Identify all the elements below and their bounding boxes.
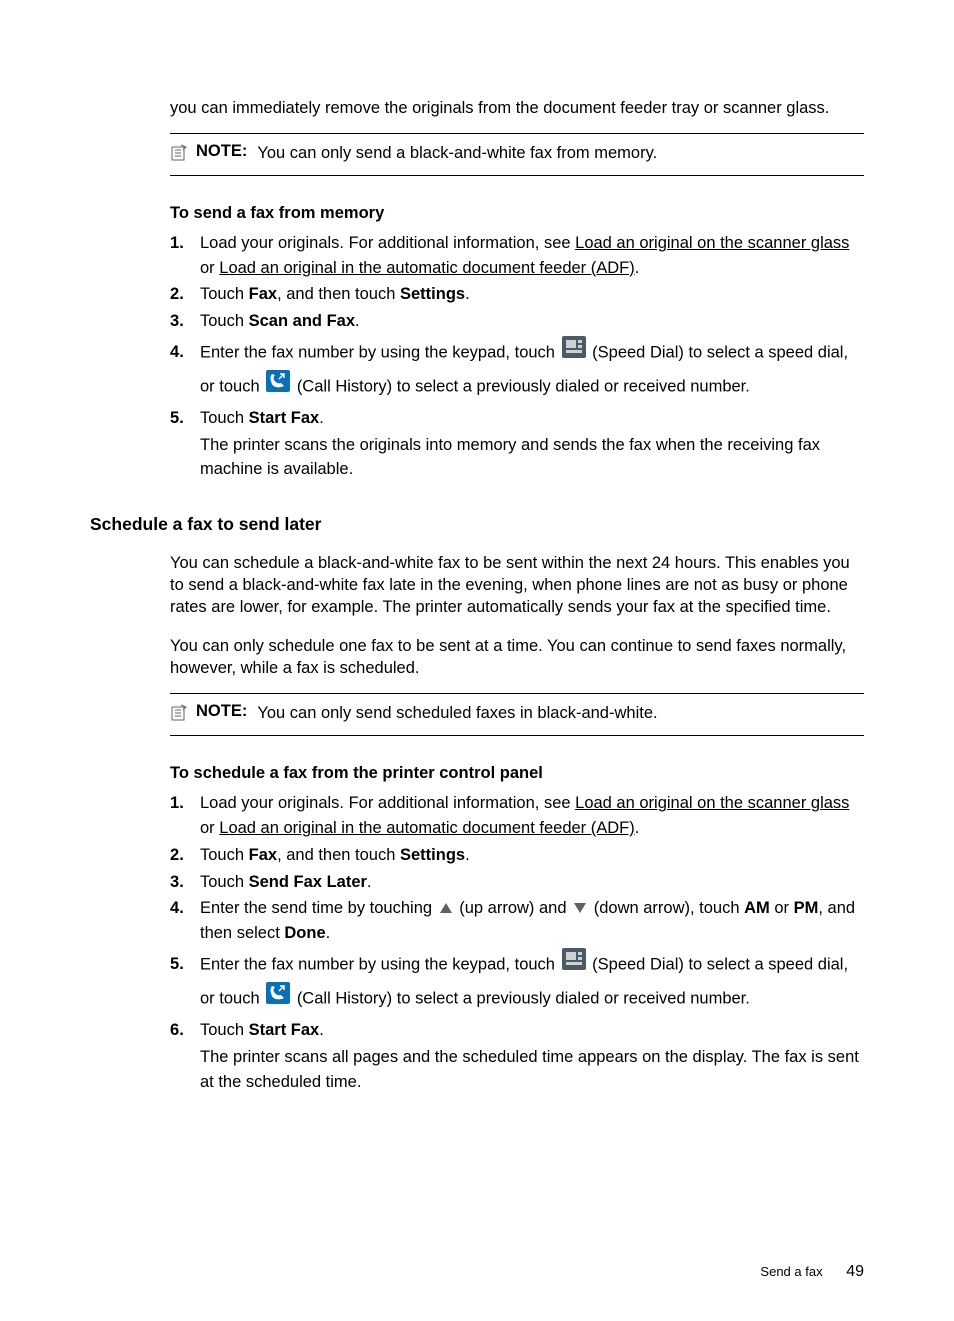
step-text: . <box>326 924 331 942</box>
step-text: or <box>200 259 219 277</box>
step-bold: Settings <box>400 285 465 303</box>
step-text: . <box>635 819 640 837</box>
link-scanner-glass[interactable]: Load an original on the scanner glass <box>575 794 849 812</box>
call-history-icon <box>266 982 290 1016</box>
note-label: NOTE: <box>196 142 247 161</box>
note-icon <box>170 704 188 727</box>
footer-label: Send a fax <box>760 1264 822 1279</box>
step-text: . <box>355 312 360 330</box>
link-adf[interactable]: Load an original in the automatic docume… <box>219 819 634 837</box>
step-text: . <box>319 409 324 427</box>
link-adf[interactable]: Load an original in the automatic docume… <box>219 259 634 277</box>
step-text: Load your originals. For additional info… <box>200 794 575 812</box>
step-text: Touch <box>200 409 249 427</box>
step-text: Touch <box>200 873 249 891</box>
step-bold: Scan and Fax <box>249 312 355 330</box>
step-bold: Send Fax Later <box>249 873 367 891</box>
schedule-heading: Schedule a fax to send later <box>90 514 864 535</box>
schedule-step-4: Enter the send time by touching (up arro… <box>170 896 864 946</box>
step-text: . <box>465 846 470 864</box>
down-arrow-icon <box>573 897 587 922</box>
intro-text: you can immediately remove the originals… <box>170 97 864 119</box>
step-bold: Fax <box>249 285 277 303</box>
link-scanner-glass[interactable]: Load an original on the scanner glass <box>575 234 849 252</box>
step-text: . <box>319 1021 324 1039</box>
step-text: (down arrow), touch <box>594 899 744 917</box>
call-history-icon <box>266 370 290 404</box>
step-text: Touch <box>200 846 249 864</box>
memory-step-4: Enter the fax number by using the keypad… <box>170 336 864 404</box>
step-subtext: The printer scans all pages and the sche… <box>200 1045 864 1095</box>
memory-heading: To send a fax from memory <box>170 204 864 223</box>
step-text: or <box>770 899 794 917</box>
note-box-1: NOTE: You can only send a black-and-whit… <box>170 133 864 176</box>
step-text: Touch <box>200 285 249 303</box>
step-text: , and then touch <box>277 846 400 864</box>
step-bold: Fax <box>249 846 277 864</box>
step-text: Touch <box>200 312 249 330</box>
step-text: Enter the fax number by using the keypad… <box>200 955 560 973</box>
step-text: (Call History) to select a previously di… <box>297 989 750 1007</box>
step-bold: Settings <box>400 846 465 864</box>
memory-step-2: Touch Fax, and then touch Settings. <box>170 282 864 307</box>
speed-dial-icon <box>562 336 586 370</box>
schedule-step-3: Touch Send Fax Later. <box>170 870 864 895</box>
memory-step-3: Touch Scan and Fax. <box>170 309 864 334</box>
note-label: NOTE: <box>196 702 247 721</box>
schedule-step-2: Touch Fax, and then touch Settings. <box>170 843 864 868</box>
schedule-para-2: You can only schedule one fax to be sent… <box>170 635 864 680</box>
step-text: (up arrow) and <box>459 899 571 917</box>
memory-step-1: Load your originals. For additional info… <box>170 231 864 281</box>
content-area-2: You can schedule a black-and-white fax t… <box>170 552 864 1095</box>
step-text: . <box>465 285 470 303</box>
speed-dial-icon <box>562 948 586 982</box>
note-text: You can only send a black-and-white fax … <box>257 142 657 164</box>
note-text: You can only send scheduled faxes in bla… <box>257 702 657 724</box>
step-text: Load your originals. For additional info… <box>200 234 575 252</box>
schedule-steps-heading: To schedule a fax from the printer contr… <box>170 764 864 783</box>
step-bold: Start Fax <box>249 1021 320 1039</box>
schedule-para-1: You can schedule a black-and-white fax t… <box>170 552 864 619</box>
step-text: . <box>635 259 640 277</box>
note-box-2: NOTE: You can only send scheduled faxes … <box>170 693 864 736</box>
step-text: (Call History) to select a previously di… <box>297 377 750 395</box>
schedule-steps: Load your originals. For additional info… <box>170 791 864 1094</box>
step-bold: Start Fax <box>249 409 320 427</box>
page: you can immediately remove the originals… <box>0 0 954 1321</box>
memory-step-5: Touch Start Fax. The printer scans the o… <box>170 406 864 482</box>
step-bold: PM <box>794 899 819 917</box>
step-text: or <box>200 819 219 837</box>
step-text: , and then touch <box>277 285 400 303</box>
step-text: Touch <box>200 1021 249 1039</box>
step-subtext: The printer scans the originals into mem… <box>200 433 864 483</box>
content-area: you can immediately remove the originals… <box>170 97 864 483</box>
page-footer: Send a fax 49 <box>760 1263 864 1281</box>
step-text: . <box>367 873 372 891</box>
up-arrow-icon <box>439 897 453 922</box>
step-text: Enter the fax number by using the keypad… <box>200 343 560 361</box>
schedule-step-5: Enter the fax number by using the keypad… <box>170 948 864 1016</box>
step-bold: Done <box>284 924 325 942</box>
step-bold: AM <box>744 899 770 917</box>
footer-page-number: 49 <box>846 1263 864 1280</box>
note-icon <box>170 144 188 167</box>
step-text: Enter the send time by touching <box>200 899 437 917</box>
schedule-step-6: Touch Start Fax. The printer scans all p… <box>170 1018 864 1094</box>
schedule-step-1: Load your originals. For additional info… <box>170 791 864 841</box>
memory-steps: Load your originals. For additional info… <box>170 231 864 482</box>
